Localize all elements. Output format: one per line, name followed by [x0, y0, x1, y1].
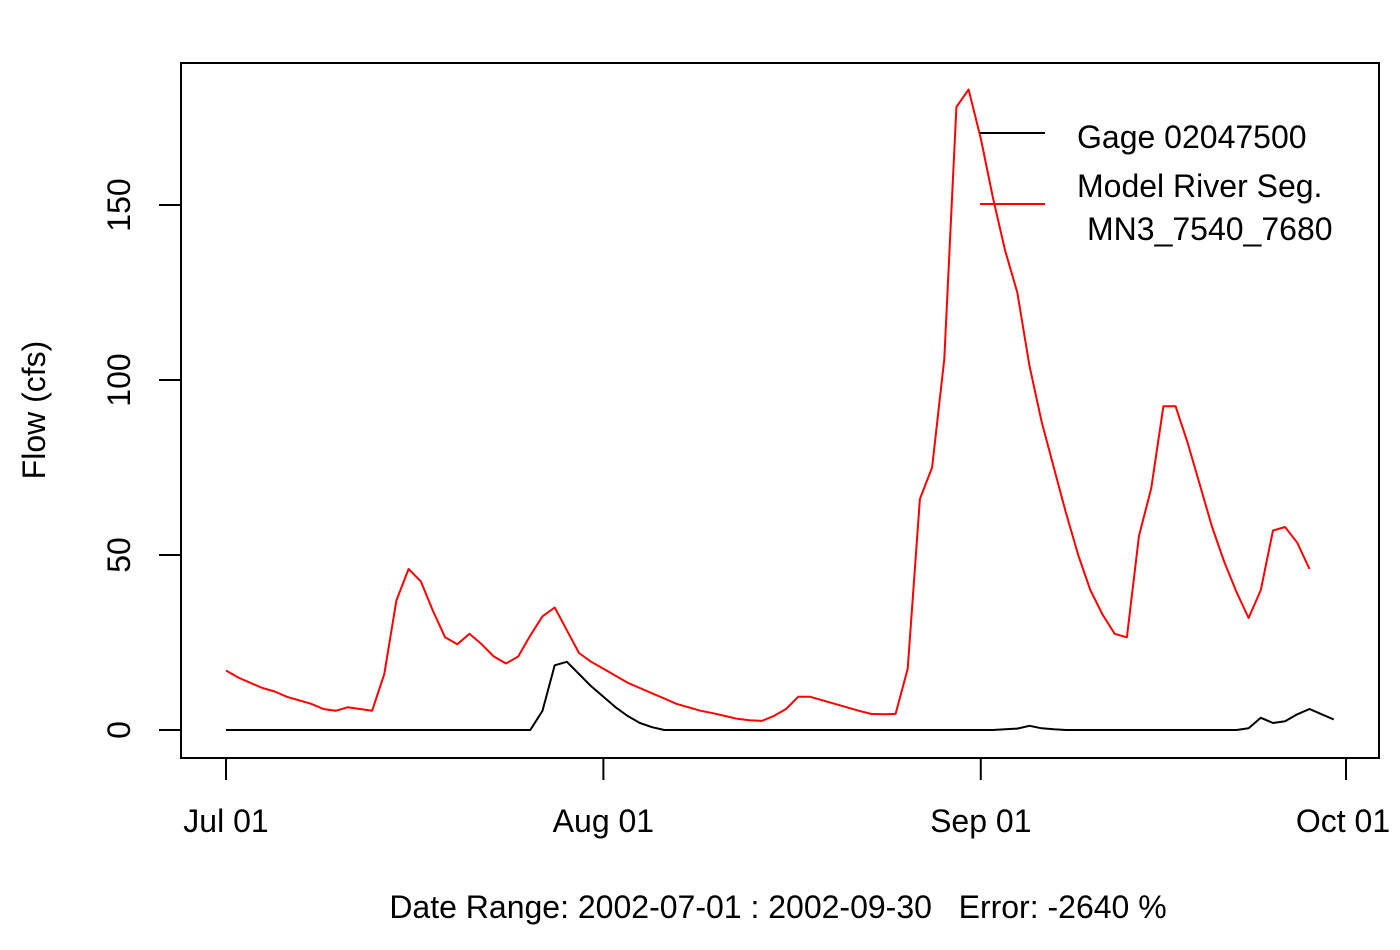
y-tick-label-1: 50 [101, 537, 137, 573]
series-line-gage [226, 660, 1335, 731]
y-tick-label-2: 100 [101, 353, 137, 406]
series-layer [225, 88, 1335, 731]
x-axis-label: Date Range: 2002-07-01 : 2002-09-30 Erro… [389, 889, 1166, 925]
x-tick-label-1: Aug 01 [553, 803, 654, 839]
x-axis: Jul 01 Aug 01 Sep 01 Oct 01 [183, 757, 1390, 839]
y-tick-label-3: 150 [101, 178, 137, 231]
legend-label-model: Model River Seg. [1077, 168, 1322, 204]
x-tick-label-3: Oct 01 [1296, 803, 1390, 839]
x-tick-label-2: Sep 01 [930, 803, 1031, 839]
y-tick-label-0: 0 [101, 721, 137, 739]
legend-label-model-line2: MN3_7540_7680 [1087, 211, 1333, 247]
x-tick-label-0: Jul 01 [183, 803, 268, 839]
series-line-model [225, 88, 1311, 722]
legend: Gage 02047500 Model River Seg. MN3_7540_… [980, 119, 1333, 247]
y-axis-label: Flow (cfs) [16, 341, 52, 480]
legend-label-gage: Gage 02047500 [1077, 119, 1307, 155]
y-axis: 0 50 100 150 [101, 178, 182, 739]
